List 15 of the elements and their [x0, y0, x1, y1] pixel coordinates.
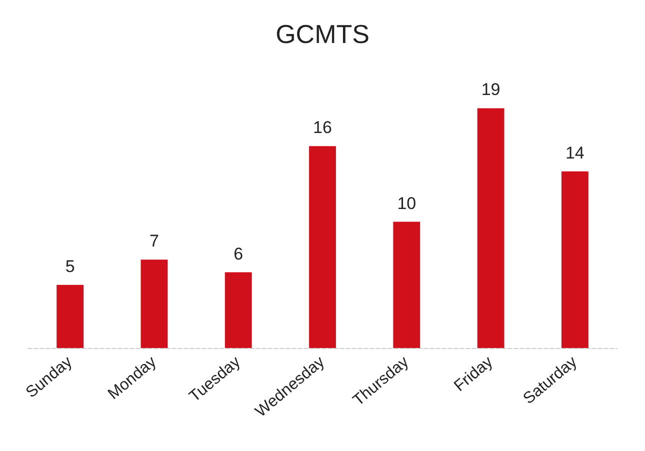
bar	[561, 171, 588, 348]
bar	[309, 146, 336, 348]
data-label: 5	[65, 256, 75, 276]
data-label: 14	[565, 143, 584, 162]
bar	[393, 222, 420, 348]
bar	[140, 260, 168, 348]
data-label: 16	[313, 118, 332, 138]
bar	[56, 284, 84, 348]
bar	[224, 272, 252, 348]
data-label: 6	[234, 244, 244, 264]
chart-title: GCMTS	[276, 19, 370, 49]
data-label: 7	[149, 232, 159, 251]
data-label: 10	[397, 194, 416, 213]
data-label: 19	[481, 80, 500, 100]
bar	[477, 108, 504, 348]
